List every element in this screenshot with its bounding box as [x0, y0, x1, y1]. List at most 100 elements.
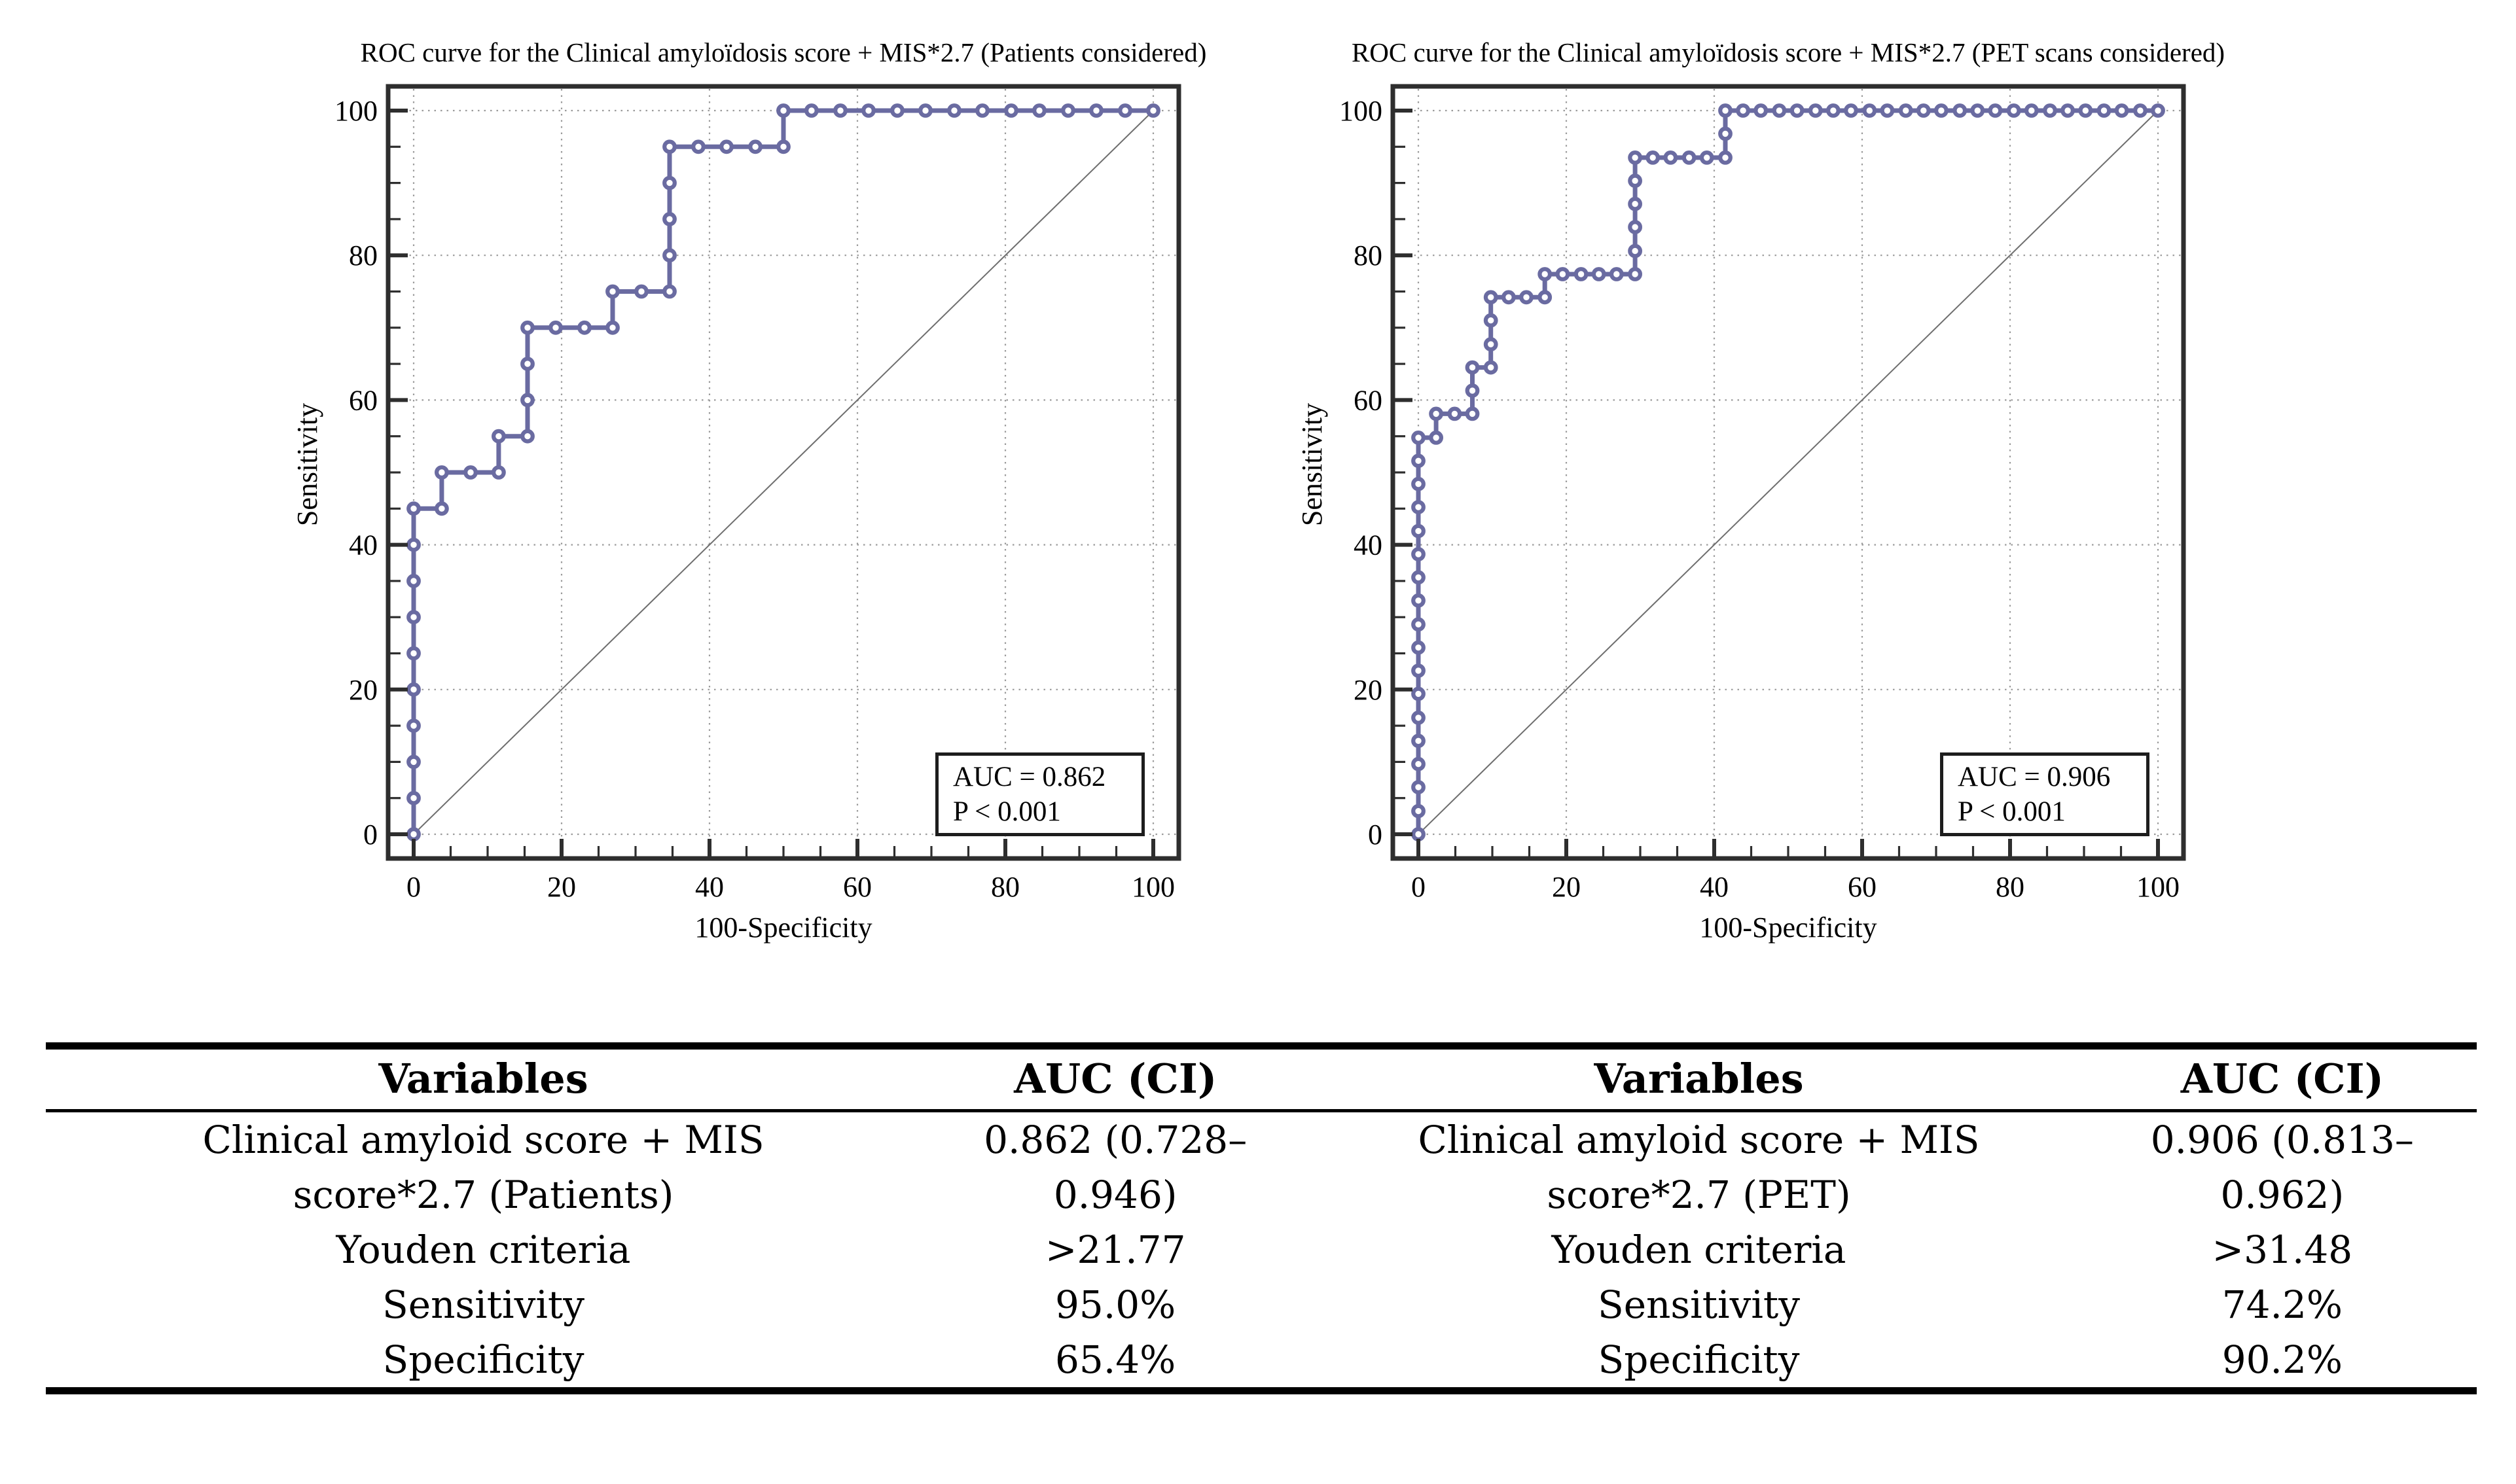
- x-tick-label: 80: [1996, 871, 2024, 903]
- x-tick-label: 60: [1848, 871, 1877, 903]
- roc-marker: [520, 320, 535, 335]
- roc-marker: [1483, 360, 1498, 375]
- table-row: Sensitivity 95.0% Sensitivity 74.2%: [46, 1277, 2477, 1332]
- roc-marker: [1411, 617, 1426, 632]
- roc-marker: [1555, 267, 1570, 281]
- roc-marker: [1718, 103, 1733, 118]
- roc-marker: [1411, 780, 1426, 794]
- table-cell: 74.2%: [2221, 1282, 2343, 1327]
- roc-marker: [1591, 267, 1606, 281]
- diagonal-reference-line: [413, 110, 1154, 835]
- roc-marker: [1411, 453, 1426, 468]
- roc-marker: [1573, 267, 1589, 281]
- x-tick-label: 60: [843, 871, 872, 903]
- roc-marker: [463, 465, 478, 480]
- roc-marker: [1146, 103, 1160, 118]
- roc-marker: [1628, 220, 1643, 235]
- roc-marker: [406, 537, 421, 552]
- table-row: Youden criteria >21.77 Youden criteria >31.…: [46, 1222, 2477, 1277]
- chart-title: ROC curve for the Clinical amyloïdosis s…: [1351, 37, 2225, 67]
- roc-marker: [1880, 103, 1895, 118]
- roc-marker: [2024, 103, 2039, 118]
- roc-marker: [1465, 406, 1480, 421]
- roc-marker: [1032, 103, 1047, 118]
- roc-marker: [1699, 150, 1714, 165]
- table-cell: Sensitivity: [382, 1282, 584, 1327]
- table-cell: 0.862 (0.728– 0.946): [984, 1118, 1248, 1217]
- header-variables-left: Variables: [378, 1055, 588, 1103]
- table-cell: Specificity: [1598, 1337, 1800, 1382]
- roc-marker: [748, 139, 763, 154]
- roc-plot: 0 20 40 60 80 100 0 20 40 60 80 100: [334, 84, 1181, 903]
- table-cell: Youden criteria: [336, 1228, 631, 1272]
- table-cell: Specificity: [382, 1337, 584, 1382]
- header-auc-ci-left: AUC (CI): [1014, 1055, 1217, 1103]
- table-cell: Sensitivity: [1598, 1282, 1800, 1327]
- x-tick-label: 0: [1411, 871, 1426, 903]
- auc-results-table: Variables AUC (CI) Variables AUC (CI) Cl…: [46, 1042, 2477, 1394]
- roc-marker: [548, 320, 563, 335]
- roc-marker: [2043, 103, 2057, 118]
- roc-marker: [1501, 290, 1516, 305]
- y-tick-label: 80: [1354, 239, 1382, 272]
- table-row: Specificity 65.4% Specificity 90.2%: [46, 1332, 2477, 1391]
- y-tick-label: 100: [1339, 95, 1382, 127]
- roc-marker: [605, 320, 620, 335]
- roc-marker: [1988, 103, 2003, 118]
- roc-marker: [1465, 383, 1480, 398]
- diagonal-reference-line: [1418, 110, 2159, 835]
- roc-marker: [1411, 827, 1426, 841]
- x-tick-label: 40: [695, 871, 724, 903]
- roc-marker: [2114, 103, 2129, 118]
- header-variables-right: Variables: [1594, 1055, 1804, 1103]
- y-tick-label: 20: [349, 674, 378, 706]
- table-header-row: Variables AUC (CI) Variables AUC (CI): [46, 1046, 2477, 1111]
- roc-marker: [1519, 290, 1534, 305]
- auc-value-label: AUC = 0.862: [953, 762, 1106, 792]
- roc-plot: 0 20 40 60 80 100 0 20 40 60 80 100: [1339, 84, 2186, 903]
- y-tick-label: 60: [1354, 384, 1382, 416]
- table-body: Clinical amyloid score + MIS score*2.7 (P…: [46, 1111, 2477, 1391]
- y-tick-label: 0: [1368, 819, 1382, 851]
- roc-marker: [975, 103, 990, 118]
- roc-marker: [2132, 103, 2148, 118]
- roc-marker: [776, 103, 791, 118]
- roc-marker: [2006, 103, 2021, 118]
- roc-marker: [1429, 406, 1444, 421]
- roc-marker: [1411, 756, 1426, 771]
- roc-marker: [1411, 711, 1426, 725]
- roc-marker: [1645, 150, 1661, 165]
- table-header: Variables AUC (CI) Variables AUC (CI): [46, 1046, 2477, 1111]
- x-tick-label: 80: [991, 871, 1020, 903]
- roc-marker: [918, 103, 933, 118]
- roc-marker: [1772, 103, 1787, 118]
- x-tick-label: 20: [1552, 871, 1581, 903]
- roc-marker: [719, 139, 734, 154]
- roc-marker: [1411, 733, 1426, 749]
- roc-marker: [520, 429, 535, 444]
- roc-marker: [1483, 313, 1498, 328]
- roc-marker: [662, 248, 677, 263]
- roc-marker: [1862, 103, 1877, 118]
- roc-marker: [1411, 523, 1426, 539]
- plot-frame: [1390, 84, 2186, 861]
- y-tick-label: 80: [349, 239, 378, 272]
- roc-marker: [1411, 804, 1426, 819]
- roc-marker: [2060, 103, 2075, 118]
- roc-marker: [605, 284, 620, 299]
- roc-marker: [662, 284, 677, 299]
- roc-marker: [406, 610, 421, 625]
- roc-marker: [1118, 103, 1132, 118]
- roc-marker: [662, 139, 677, 154]
- auc-value-label: AUC = 0.906: [1958, 762, 2111, 792]
- roc-marker: [861, 103, 876, 118]
- table-cell: 95.0%: [1055, 1282, 1176, 1327]
- roc-marker: [1465, 360, 1480, 375]
- roc-marker: [1429, 431, 1444, 445]
- roc-marker: [434, 465, 449, 480]
- chart-title: ROC curve for the Clinical amyloïdosis s…: [360, 37, 1207, 67]
- roc-marker: [1061, 103, 1075, 118]
- roc-marker: [406, 718, 421, 733]
- roc-marker: [406, 682, 421, 697]
